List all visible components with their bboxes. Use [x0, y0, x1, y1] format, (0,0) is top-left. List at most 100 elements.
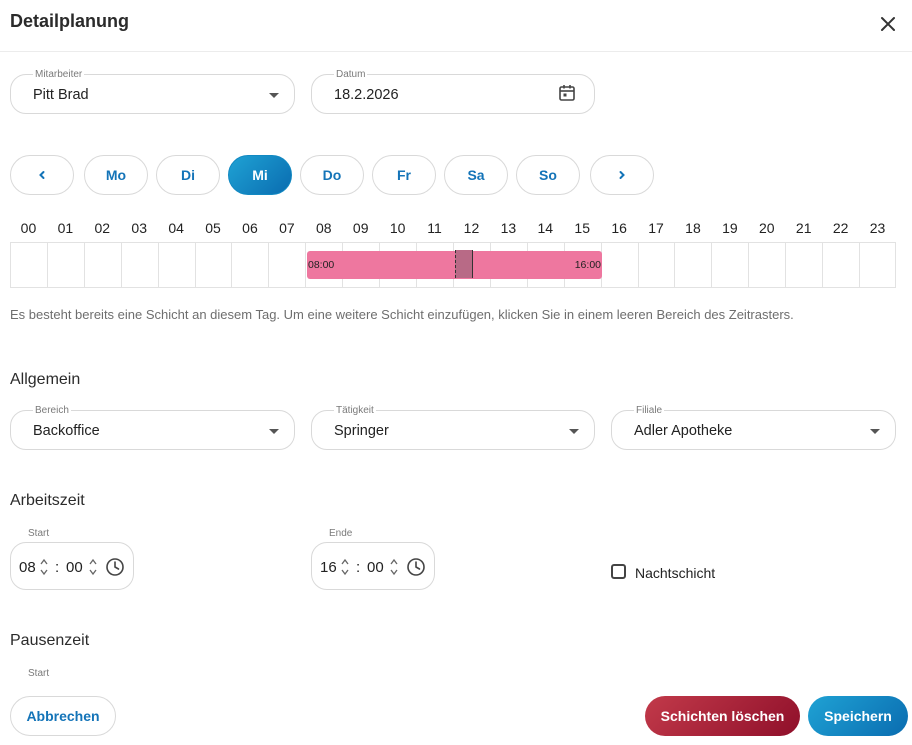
chevron-left-icon	[39, 171, 45, 179]
start-hour-value[interactable]: 08	[19, 559, 36, 576]
timeline-cell[interactable]	[823, 243, 861, 287]
start-minute-value[interactable]: 00	[66, 559, 83, 576]
area-select[interactable]: Bereich Backoffice	[10, 406, 295, 450]
employee-label: Mitarbeiter	[33, 69, 85, 80]
spin-up-down-icon[interactable]	[389, 555, 399, 579]
break-start-label: Start	[28, 668, 50, 679]
timeline-cell[interactable]	[639, 243, 676, 287]
timeline-cell[interactable]	[712, 243, 750, 287]
hour-label: 12	[463, 220, 480, 236]
hour-label: 21	[795, 220, 812, 236]
section-break-time-heading: Pausenzeit	[10, 632, 90, 649]
spin-up-down-icon[interactable]	[340, 555, 350, 579]
day-button-mo[interactable]: Mo	[84, 155, 148, 195]
info-text: Es besteht bereits eine Schicht an diese…	[10, 307, 794, 322]
branch-value: Adler Apotheke	[634, 423, 733, 439]
shift-end-label: 16:00	[574, 259, 601, 271]
employee-select[interactable]: Mitarbeiter Pitt Brad	[10, 70, 295, 114]
hour-label: 22	[832, 220, 849, 236]
day-button-so[interactable]: So	[516, 155, 580, 195]
save-button[interactable]: Speichern	[808, 696, 908, 736]
hour-label: 08	[315, 220, 332, 236]
timeline-grid[interactable]: 08:00 16:00	[10, 242, 896, 288]
timeline-cell[interactable]	[233, 243, 270, 287]
close-icon[interactable]	[876, 12, 900, 36]
hour-label: 20	[758, 220, 775, 236]
calendar-icon[interactable]	[558, 84, 576, 102]
hour-label: 01	[57, 220, 74, 236]
hour-label: 07	[279, 220, 295, 236]
clock-icon[interactable]	[105, 557, 125, 577]
day-button-sa[interactable]: Sa	[444, 155, 508, 195]
caret-down-icon	[269, 429, 279, 434]
timeline-cell[interactable]	[122, 243, 159, 287]
timeline-cell[interactable]	[196, 243, 233, 287]
caret-down-icon	[870, 429, 880, 434]
date-value: 18.2.2026	[334, 87, 399, 103]
activity-value: Springer	[334, 423, 389, 439]
day-button-di[interactable]: Di	[156, 155, 220, 195]
timeline-cell[interactable]	[676, 243, 713, 287]
employee-value: Pitt Brad	[33, 87, 89, 103]
cancel-button[interactable]: Abbrechen	[10, 696, 116, 736]
night-shift-checkbox[interactable]	[611, 564, 626, 579]
delete-shifts-button[interactable]: Schichten löschen	[645, 696, 800, 736]
hour-label: 05	[205, 220, 221, 236]
clock-icon[interactable]	[406, 557, 426, 577]
hour-label: 09	[352, 220, 369, 236]
hour-label: 14	[537, 220, 554, 236]
section-general-heading: Allgemein	[10, 371, 81, 388]
hour-label: 18	[685, 220, 701, 236]
timeline-cell[interactable]	[749, 243, 787, 287]
hour-label: 00	[20, 220, 37, 236]
day-button-fr[interactable]: Fr	[372, 155, 436, 195]
end-hour-value[interactable]: 16	[320, 559, 337, 576]
hour-label: 15	[574, 220, 590, 236]
timeline-cell[interactable]	[48, 243, 85, 287]
date-field[interactable]: Datum 18.2.2026	[311, 70, 595, 114]
timeline-cell[interactable]	[85, 243, 122, 287]
shift-start-label: 08:00	[308, 259, 335, 271]
work-end-label: Ende	[329, 528, 353, 539]
work-start-label: Start	[28, 528, 50, 539]
activity-select[interactable]: Tätigkeit Springer	[311, 406, 595, 450]
activity-label: Tätigkeit	[334, 405, 376, 416]
previous-week-button[interactable]	[10, 155, 74, 195]
area-value: Backoffice	[33, 423, 100, 439]
hour-label: 17	[648, 220, 664, 236]
work-start-time-input[interactable]: 08 : 00	[10, 542, 134, 590]
hour-label: 16	[611, 220, 627, 236]
hour-label: 04	[168, 220, 184, 236]
dialog-title: Detailplanung	[10, 11, 130, 31]
section-work-time-heading: Arbeitszeit	[10, 492, 85, 509]
work-end-time-input[interactable]: 16 : 00	[311, 542, 435, 590]
day-button-do[interactable]: Do	[300, 155, 364, 195]
date-label: Datum	[334, 69, 368, 80]
timeline-cell[interactable]	[159, 243, 196, 287]
spin-up-down-icon[interactable]	[39, 555, 49, 579]
branch-select[interactable]: Filiale Adler Apotheke	[611, 406, 896, 450]
day-button-mi[interactable]: Mi	[228, 155, 292, 195]
branch-label: Filiale	[634, 405, 665, 416]
shift-bar[interactable]: 08:00 16:00	[307, 250, 602, 279]
timeline-cell[interactable]	[11, 243, 48, 287]
break-block[interactable]	[455, 250, 473, 278]
hour-label: 06	[242, 220, 258, 236]
timeline-cell[interactable]	[269, 243, 307, 287]
hour-label: 13	[500, 220, 517, 236]
timeline-cell[interactable]	[602, 243, 639, 287]
time-separator: :	[55, 559, 60, 576]
night-shift-label[interactable]: Nachtschicht	[635, 565, 716, 581]
hour-label: 11	[427, 220, 442, 236]
area-label: Bereich	[33, 405, 71, 416]
end-minute-value[interactable]: 00	[367, 559, 384, 576]
next-week-button[interactable]	[590, 155, 654, 195]
timeline-cell[interactable]	[786, 243, 824, 287]
caret-down-icon	[569, 429, 579, 434]
timeline-hours: 00 01 02 03 04 05 06 07 08 09 10 11 12 13 14 15 16 17 18 19…	[10, 220, 896, 238]
hour-label: 23	[869, 220, 886, 236]
spin-up-down-icon[interactable]	[88, 555, 98, 579]
hour-label: 10	[389, 220, 406, 236]
chevron-right-icon	[619, 171, 625, 179]
